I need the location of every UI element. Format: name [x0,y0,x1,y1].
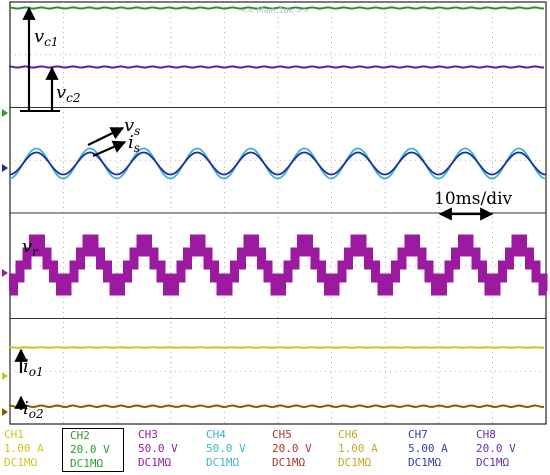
trace-io2 [9,404,545,409]
trace-vs [9,147,547,180]
channel-name: CH5 [272,428,292,441]
trace-io1 [9,346,545,349]
channel-coupling: DC1MΩ [476,456,510,469]
ground-marker [2,372,8,380]
channel-scale: 1.00 A [4,442,44,455]
channel-ch8: CH8 20.0 V DC1MΩ [476,428,538,472]
trace-vc2 [9,65,545,69]
ground-marker [2,269,8,277]
channel-coupling: DC1MΩ [408,456,442,469]
grid [9,1,547,425]
channel-info-bar: CH1 1.00 A DC1MΩ CH2 20.0 V DC1MΩ CH3 50… [0,426,550,475]
channel-coupling: DC1MΩ [138,456,172,469]
channel-ch1: CH1 1.00 A DC1MΩ [4,428,66,472]
channel-ch6: CH6 1.00 A DC1MΩ [338,428,400,472]
channel-name: CH1 [4,428,24,441]
time-scale-label: 10ms/div [434,189,513,209]
label-io1: io1 [23,356,44,379]
timebase-label: << Main:10k >> [241,6,310,15]
channel-scale: 5.00 A [408,442,448,455]
channel-ch7: CH7 5.00 A DC1MΩ [408,428,470,472]
arrow-is [92,140,127,158]
channel-coupling: DC1MΩ [70,457,104,470]
channel-name: CH7 [408,428,428,441]
label-is: is [128,132,140,155]
label-vs: vs [124,115,140,138]
channel-scale: 50.0 V [206,442,246,455]
channel-ch4: CH4 50.0 V DC1MΩ [206,428,268,472]
ground-marker [2,109,8,117]
channel-coupling: DC1MΩ [272,456,306,469]
channel-coupling: DC1MΩ [338,456,372,469]
channel-name: CH8 [476,428,496,441]
channel-ch5: CH5 20.0 V DC1MΩ [272,428,334,472]
channel-ch3: CH3 50.0 V DC1MΩ [138,428,200,472]
label-vc2: vc2 [56,82,81,105]
trace-is [9,151,547,176]
channel-name: CH2 [70,429,90,442]
channel-scale: 50.0 V [138,442,178,455]
traces [9,6,548,409]
channel-name: CH4 [206,428,226,441]
trace-vr [9,234,548,296]
channel-coupling: DC1MΩ [4,456,38,469]
label-vc1: vc1 [34,26,59,49]
ground-marker [2,164,8,172]
channel-coupling: DC1MΩ [206,456,240,469]
arrow-vs [87,127,125,146]
channel-markers [2,109,8,416]
ground-marker [2,408,8,416]
label-vr: vr [22,236,39,259]
channel-scale: 20.0 V [70,443,110,456]
channel-scale: 20.0 V [272,442,312,455]
channel-name: CH6 [338,428,358,441]
trace-vc1 [9,6,545,10]
channel-ch2[interactable]: CH2 20.0 V DC1MΩ [62,428,124,472]
label-io2: io2 [23,398,44,421]
channel-scale: 1.00 A [338,442,378,455]
channel-scale: 20.0 V [476,442,516,455]
channel-name: CH3 [138,428,158,441]
